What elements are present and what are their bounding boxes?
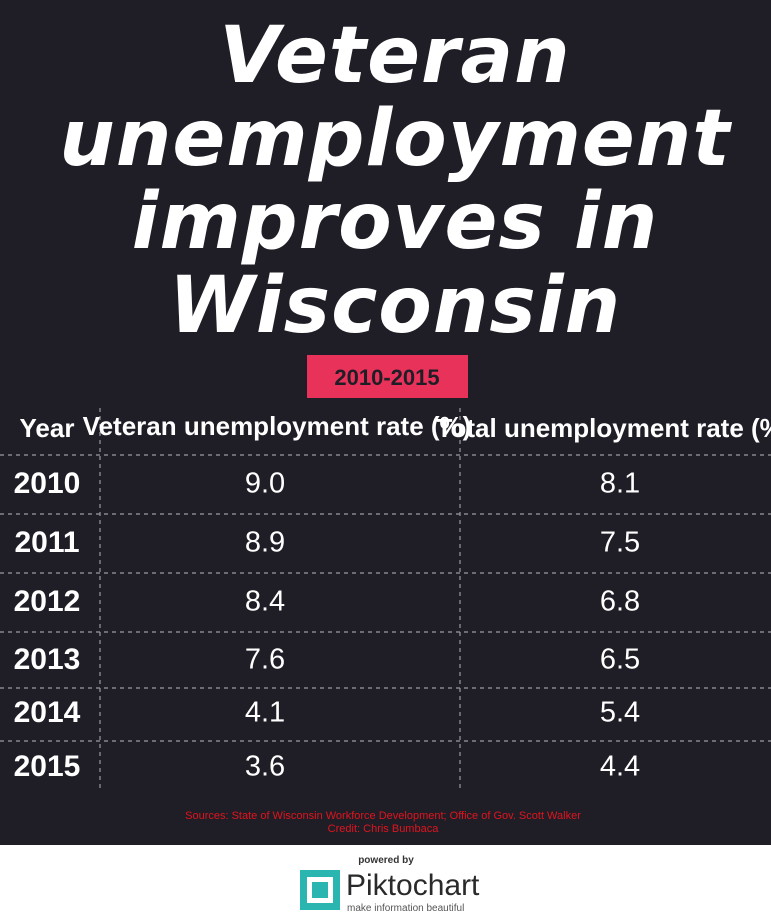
year-cell: 2011 — [14, 526, 79, 559]
rate-cell: 6.8 — [600, 586, 640, 618]
brand: Piktochart — [346, 869, 480, 902]
year-cell: 2013 — [14, 643, 81, 676]
logo-icon — [300, 870, 340, 910]
year-cell: 2014 — [14, 696, 81, 729]
column-header: Veteran unemployment rate (%) — [83, 411, 472, 441]
column-header: Year — [20, 413, 75, 443]
sources: Sources: State of Wisconsin Workforce De… — [185, 810, 581, 822]
year-cell: 2012 — [14, 585, 81, 618]
rate-cell: 7.6 — [245, 644, 285, 676]
rate-cell: 8.1 — [600, 468, 640, 500]
subtitle-badge — [307, 355, 468, 398]
rate-cell: 7.5 — [600, 527, 640, 559]
credit: Credit: Chris Bumbaca — [328, 823, 440, 835]
rate-cell: 3.6 — [245, 751, 285, 783]
rate-cell: 4.1 — [245, 697, 285, 729]
title-line: unemployment — [59, 94, 732, 184]
subtitle: 2010-2015 — [334, 365, 439, 390]
rate-cell: 4.4 — [600, 751, 640, 783]
rate-cell: 9.0 — [245, 468, 285, 500]
tagline: make information beautiful — [347, 903, 464, 914]
year-cell: 2010 — [14, 467, 81, 500]
rate-cell: 8.4 — [245, 586, 285, 618]
year-cell: 2015 — [14, 750, 81, 783]
rate-cell: 6.5 — [600, 644, 640, 676]
rate-cell: 5.4 — [600, 697, 640, 729]
rate-cell: 8.9 — [245, 527, 285, 559]
column-header: Total unemployment rate (%) — [437, 413, 771, 443]
title-line: Wisconsin — [169, 261, 621, 351]
title-line: improves in — [132, 177, 659, 267]
powered-by: powered by — [358, 855, 414, 866]
background — [0, 0, 771, 845]
title-line: Veteran — [219, 11, 570, 101]
